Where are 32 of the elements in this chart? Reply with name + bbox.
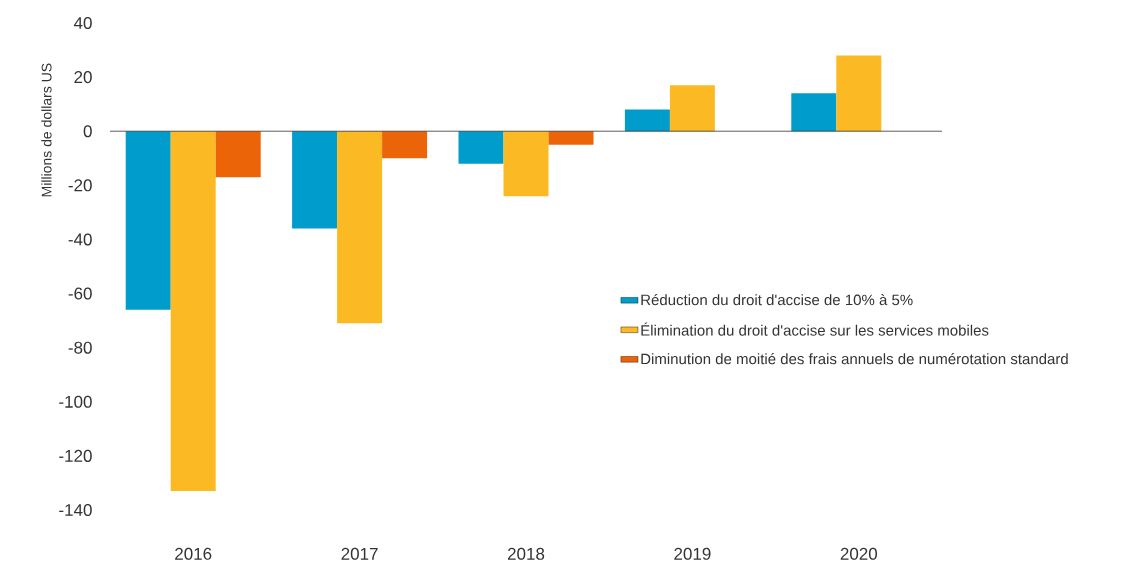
y-tick-label: -120 xyxy=(59,449,92,462)
bar xyxy=(382,131,428,159)
x-tick-label: 2018 xyxy=(507,547,545,560)
y-tick-label: -40 xyxy=(68,233,92,246)
bar xyxy=(337,131,383,324)
legend-label: Élimination du droit d'accise sur les services mobiles xyxy=(641,322,989,336)
legend-label: Diminution de moitié des frais annuels de numérotation standard xyxy=(641,353,1068,365)
y-tick-label: -100 xyxy=(59,395,92,408)
bar xyxy=(624,109,670,132)
y-axis-title: Millions de dollars US xyxy=(41,63,52,197)
y-tick-label: -60 xyxy=(68,287,92,300)
y-tick-label: 40 xyxy=(73,16,92,30)
x-tick-label: 2017 xyxy=(341,547,378,560)
y-tick-label: -20 xyxy=(68,179,92,192)
bar xyxy=(548,131,594,145)
x-tick-label: 2019 xyxy=(674,547,711,560)
bar xyxy=(669,85,715,132)
bar xyxy=(791,93,837,132)
bar xyxy=(125,131,171,310)
x-tick-label: 2020 xyxy=(840,547,878,560)
bar xyxy=(292,131,338,229)
bar xyxy=(215,131,261,178)
y-tick-label: -140 xyxy=(59,503,92,517)
bar xyxy=(170,131,216,492)
y-tick-label: 0 xyxy=(83,125,92,138)
y-tick-label: 20 xyxy=(74,71,92,84)
x-tick-label: 2016 xyxy=(175,547,212,560)
bar xyxy=(836,55,882,132)
bar xyxy=(503,131,549,197)
bar xyxy=(458,131,504,164)
legend-label: Réduction du droit d'accise de 10% à 5% xyxy=(641,294,913,306)
y-tick-label: -80 xyxy=(68,341,92,354)
